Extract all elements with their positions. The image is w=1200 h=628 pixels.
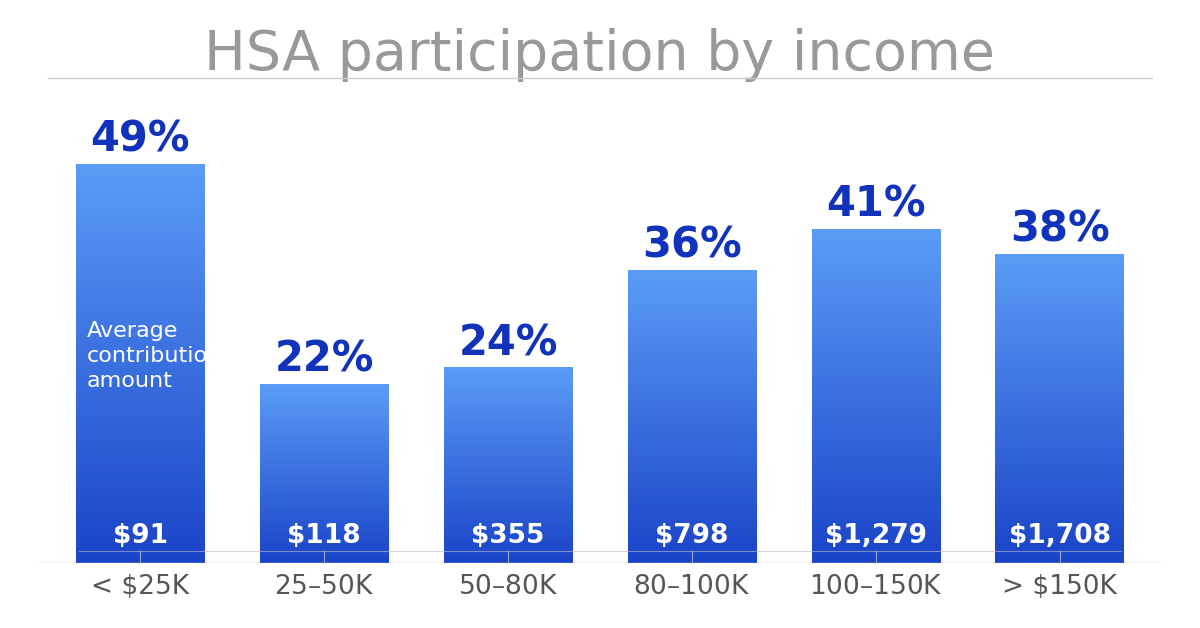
Text: 36%: 36% bbox=[642, 225, 742, 266]
Text: Average
contribution
amount: Average contribution amount bbox=[86, 322, 222, 391]
Text: 24%: 24% bbox=[458, 322, 558, 364]
Text: $1,279: $1,279 bbox=[824, 522, 926, 549]
Text: $1,708: $1,708 bbox=[1009, 522, 1111, 549]
Text: $355: $355 bbox=[472, 522, 545, 549]
Text: 41%: 41% bbox=[826, 184, 925, 226]
Text: $118: $118 bbox=[287, 522, 361, 549]
Title: HSA participation by income: HSA participation by income bbox=[204, 28, 996, 82]
Text: 49%: 49% bbox=[90, 119, 190, 161]
Text: $91: $91 bbox=[113, 522, 168, 549]
Text: 22%: 22% bbox=[275, 338, 374, 381]
Text: 38%: 38% bbox=[1010, 208, 1110, 251]
Text: $798: $798 bbox=[655, 522, 728, 549]
